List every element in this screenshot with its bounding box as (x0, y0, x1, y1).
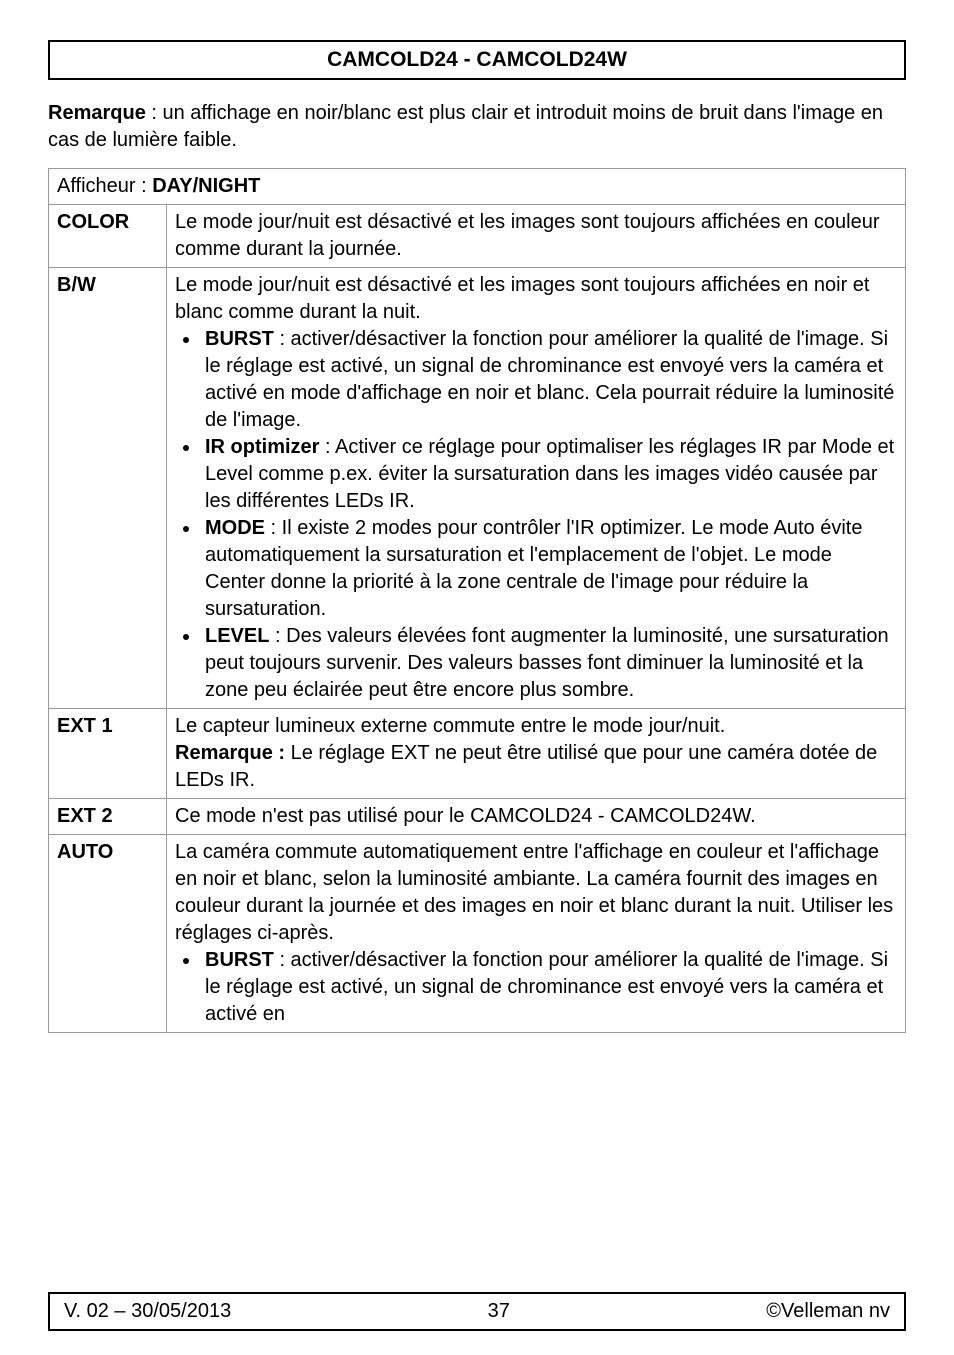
page-title: CAMCOLD24 - CAMCOLD24W (48, 40, 906, 80)
list-item: MODE : Il existe 2 modes pour contrôler … (201, 515, 897, 623)
bullet-rest: : activer/désactiver la fonction pour am… (205, 328, 894, 431)
settings-table: Afficheur : DAY/NIGHT COLOR Le mode jour… (48, 168, 906, 1033)
remark-text: : un affichage en noir/blanc est plus cl… (48, 102, 883, 151)
table-header-value: DAY/NIGHT (152, 175, 260, 197)
ext1-note-bold: Remarque : (175, 742, 285, 764)
ext1-line1: Le capteur lumineux externe commute entr… (175, 715, 725, 737)
table-row: AUTO La caméra commute automatiquement e… (49, 835, 906, 1033)
list-item: BURST : activer/désactiver la fonction p… (201, 947, 897, 1028)
row-desc-ext2: Ce mode n'est pas utilisé pour le CAMCOL… (167, 799, 906, 835)
list-item: IR optimizer : Activer ce réglage pour o… (201, 434, 897, 515)
row-label-auto: AUTO (49, 835, 167, 1033)
bullet-rest: : Il existe 2 modes pour contrôler l'IR … (205, 517, 862, 620)
footer: V. 02 – 30/05/2013 37 ©Velleman nv (48, 1292, 906, 1331)
table-row: COLOR Le mode jour/nuit est désactivé et… (49, 205, 906, 268)
table-header-cell: Afficheur : DAY/NIGHT (49, 169, 906, 205)
bullet-bold: BURST (205, 949, 274, 971)
bullet-bold: IR optimizer (205, 436, 319, 458)
bw-intro: Le mode jour/nuit est désactivé et les i… (175, 274, 869, 323)
bullet-bold: MODE (205, 517, 265, 539)
auto-bullet-list: BURST : activer/désactiver la fonction p… (175, 947, 897, 1028)
bullet-rest: : activer/désactiver la fonction pour am… (205, 949, 888, 1025)
footer-version: V. 02 – 30/05/2013 (64, 1300, 231, 1323)
remark-label: Remarque (48, 102, 146, 124)
row-label-color: COLOR (49, 205, 167, 268)
row-desc-color: Le mode jour/nuit est désactivé et les i… (167, 205, 906, 268)
bullet-rest: : Des valeurs élevées font augmenter la … (205, 625, 889, 701)
remark-paragraph: Remarque : un affichage en noir/blanc es… (48, 100, 906, 154)
page: CAMCOLD24 - CAMCOLD24W Remarque : un aff… (0, 0, 954, 1355)
row-desc-auto: La caméra commute automatiquement entre … (167, 835, 906, 1033)
bw-bullet-list: BURST : activer/désactiver la fonction p… (175, 326, 897, 704)
footer-page-number: 37 (488, 1300, 510, 1323)
auto-intro: La caméra commute automatiquement entre … (175, 841, 893, 944)
row-desc-ext1: Le capteur lumineux externe commute entr… (167, 709, 906, 799)
bullet-bold: LEVEL (205, 625, 269, 647)
table-row: B/W Le mode jour/nuit est désactivé et l… (49, 268, 906, 709)
row-desc-bw: Le mode jour/nuit est désactivé et les i… (167, 268, 906, 709)
table-header-row: Afficheur : DAY/NIGHT (49, 169, 906, 205)
row-label-bw: B/W (49, 268, 167, 709)
footer-copyright: ©Velleman nv (766, 1300, 890, 1323)
table-row: EXT 2 Ce mode n'est pas utilisé pour le … (49, 799, 906, 835)
table-row: EXT 1 Le capteur lumineux externe commut… (49, 709, 906, 799)
list-item: BURST : activer/désactiver la fonction p… (201, 326, 897, 434)
row-label-ext1: EXT 1 (49, 709, 167, 799)
row-label-ext2: EXT 2 (49, 799, 167, 835)
list-item: LEVEL : Des valeurs élevées font augment… (201, 623, 897, 704)
table-header-prefix: Afficheur : (57, 175, 152, 197)
bullet-bold: BURST (205, 328, 274, 350)
